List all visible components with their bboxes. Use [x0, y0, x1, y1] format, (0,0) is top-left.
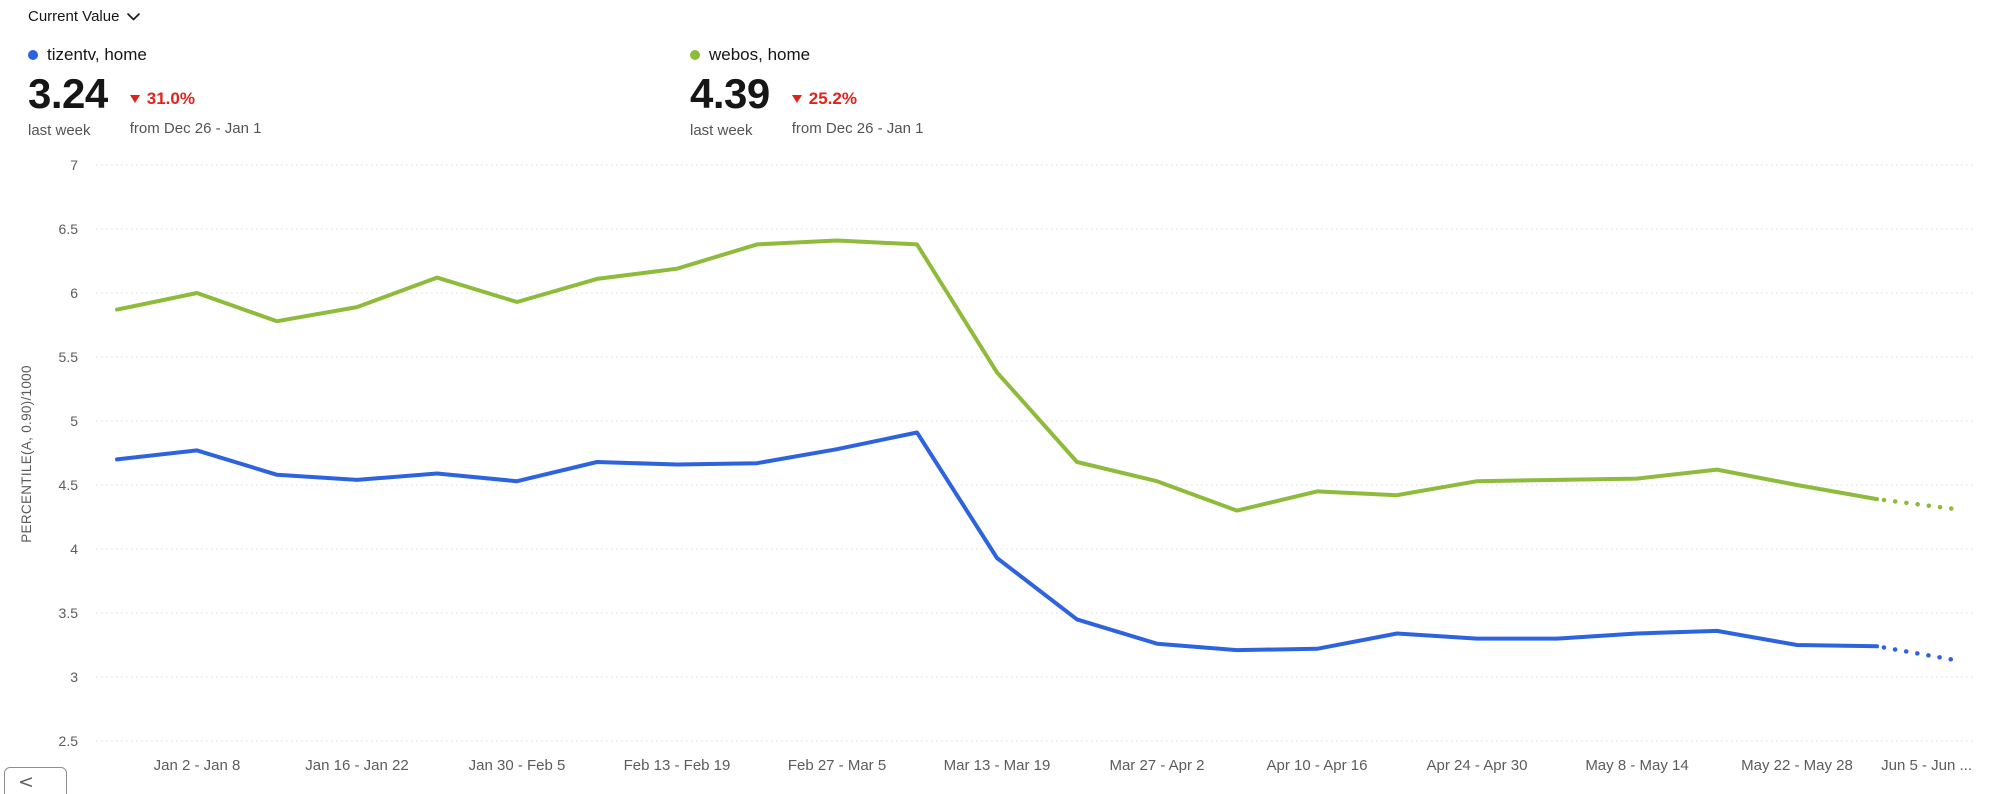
- svg-text:Jun 5 - Jun ...: Jun 5 - Jun ...: [1881, 757, 1972, 774]
- svg-text:3: 3: [70, 669, 78, 685]
- svg-text:Apr 10 - Apr 16: Apr 10 - Apr 16: [1267, 757, 1368, 774]
- svg-text:Feb 27 - Mar 5: Feb 27 - Mar 5: [788, 757, 886, 774]
- scroll-left-button[interactable]: <: [4, 767, 67, 794]
- kpi-change-caption: from Dec 26 - Jan 1: [791, 120, 924, 137]
- svg-text:Jan 30 - Feb 5: Jan 30 - Feb 5: [469, 757, 566, 774]
- svg-text:Feb 13 - Feb 19: Feb 13 - Feb 19: [624, 757, 731, 774]
- kpi-current-value: 4.39: [690, 70, 770, 117]
- svg-text:6: 6: [70, 285, 78, 301]
- svg-text:2.5: 2.5: [59, 733, 79, 749]
- svg-text:7: 7: [70, 157, 78, 173]
- kpi-value-caption: last week: [28, 122, 91, 139]
- svg-text:5: 5: [70, 413, 78, 429]
- svg-text:4: 4: [70, 541, 78, 557]
- svg-text:4.5: 4.5: [59, 477, 79, 493]
- svg-text:Jan 2 - Jan 8: Jan 2 - Jan 8: [154, 757, 241, 774]
- svg-text:Mar 27 - Apr 2: Mar 27 - Apr 2: [1109, 757, 1204, 774]
- chevron-down-icon: [127, 12, 141, 20]
- series-color-dot: [28, 50, 38, 60]
- series-color-dot: [690, 50, 700, 60]
- kpi-current-value: 3.24: [28, 70, 108, 117]
- trend-down-triangle-icon: [129, 95, 140, 103]
- svg-text:Mar 13 - Mar 19: Mar 13 - Mar 19: [944, 757, 1051, 774]
- chevron-left-icon: <: [18, 771, 34, 793]
- kpi-change-percent: 25.2%: [808, 89, 857, 108]
- svg-text:6.5: 6.5: [59, 221, 79, 237]
- svg-text:5.5: 5.5: [59, 349, 79, 365]
- kpi-card-webos-home: webos, home 4.39 last week 25.2% from De…: [690, 45, 923, 139]
- trend-down-triangle-icon: [791, 95, 802, 103]
- kpi-change-percent: 31.0%: [146, 89, 195, 108]
- series-name-label: webos, home: [709, 45, 811, 64]
- svg-text:PERCENTILE(A, 0.90)/1000: PERCENTILE(A, 0.90)/1000: [19, 365, 34, 543]
- kpi-change-caption: from Dec 26 - Jan 1: [129, 120, 262, 137]
- metric-selector-label: Current Value: [28, 8, 120, 25]
- svg-text:Jan 16 - Jan 22: Jan 16 - Jan 22: [305, 757, 408, 774]
- series-name-label: tizentv, home: [47, 45, 147, 64]
- svg-text:Apr 24 - Apr 30: Apr 24 - Apr 30: [1427, 757, 1528, 774]
- legend-item-webos-home: webos, home: [690, 45, 923, 65]
- kpi-value-caption: last week: [690, 122, 753, 139]
- svg-text:May 22 - May 28: May 22 - May 28: [1741, 757, 1853, 774]
- metric-selector-dropdown[interactable]: Current Value: [28, 8, 141, 25]
- kpi-card-tizentv-home: tizentv, home 3.24 last week 31.0% from …: [28, 45, 261, 139]
- svg-text:May 8 - May 14: May 8 - May 14: [1585, 757, 1688, 774]
- legend-item-tizentv-home: tizentv, home: [28, 45, 261, 65]
- svg-text:3.5: 3.5: [59, 605, 79, 621]
